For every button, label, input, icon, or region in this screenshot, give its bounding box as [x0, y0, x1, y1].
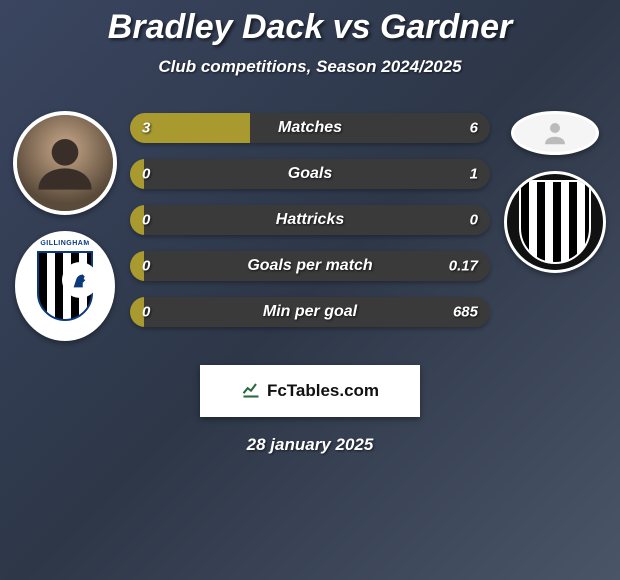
- left-club-label: GILLINGHAM: [40, 240, 89, 247]
- left-player-avatar: [13, 111, 117, 215]
- main-row: GILLINGHAM 3 Matches 6 0 Goals 1 0 Hattricks 0 0 G…: [0, 105, 620, 341]
- stat-value-left: 0: [142, 212, 150, 229]
- stat-label: Goals per match: [247, 257, 372, 275]
- stat-value-right: 685: [453, 304, 478, 321]
- right-player-avatar: [511, 111, 599, 155]
- stat-row: 0 Goals per match 0.17: [130, 251, 490, 281]
- stat-row: 0 Goals 1: [130, 159, 490, 189]
- brand-badge: FcTables.com: [200, 365, 420, 417]
- stat-value-left: 0: [142, 304, 150, 321]
- stat-bars: 3 Matches 6 0 Goals 1 0 Hattricks 0 0 Goals per ma…: [130, 105, 490, 327]
- stat-row: 3 Matches 6: [130, 113, 490, 143]
- stat-value-left: 0: [142, 258, 150, 275]
- stat-value-right: 0.17: [449, 258, 478, 275]
- page-title: Bradley Dack vs Gardner: [0, 8, 620, 47]
- subtitle: Club competitions, Season 2024/2025: [0, 57, 620, 77]
- stripes-icon: [519, 180, 591, 264]
- stat-row: 0 Min per goal 685: [130, 297, 490, 327]
- stat-value-right: 6: [470, 120, 478, 137]
- horse-icon: [62, 262, 98, 298]
- chart-icon: [241, 379, 261, 404]
- stat-value-right: 1: [470, 166, 478, 183]
- stat-value-left: 0: [142, 166, 150, 183]
- stat-value-right: 0: [470, 212, 478, 229]
- brand-text: FcTables.com: [267, 381, 379, 401]
- comparison-card: Bradley Dack vs Gardner Club competition…: [0, 0, 620, 580]
- person-icon: [17, 115, 113, 211]
- stat-row: 0 Hattricks 0: [130, 205, 490, 235]
- stat-label: Matches: [278, 119, 342, 137]
- right-player-column: [500, 105, 610, 273]
- left-club-crest: GILLINGHAM: [15, 231, 115, 341]
- stat-label: Goals: [288, 165, 332, 183]
- stat-value-left: 3: [142, 120, 150, 137]
- date-label: 28 january 2025: [0, 435, 620, 455]
- right-club-crest: [504, 171, 606, 273]
- stat-label: Hattricks: [276, 211, 344, 229]
- person-icon: [540, 118, 570, 148]
- left-player-column: GILLINGHAM: [10, 105, 120, 341]
- stat-label: Min per goal: [263, 303, 357, 321]
